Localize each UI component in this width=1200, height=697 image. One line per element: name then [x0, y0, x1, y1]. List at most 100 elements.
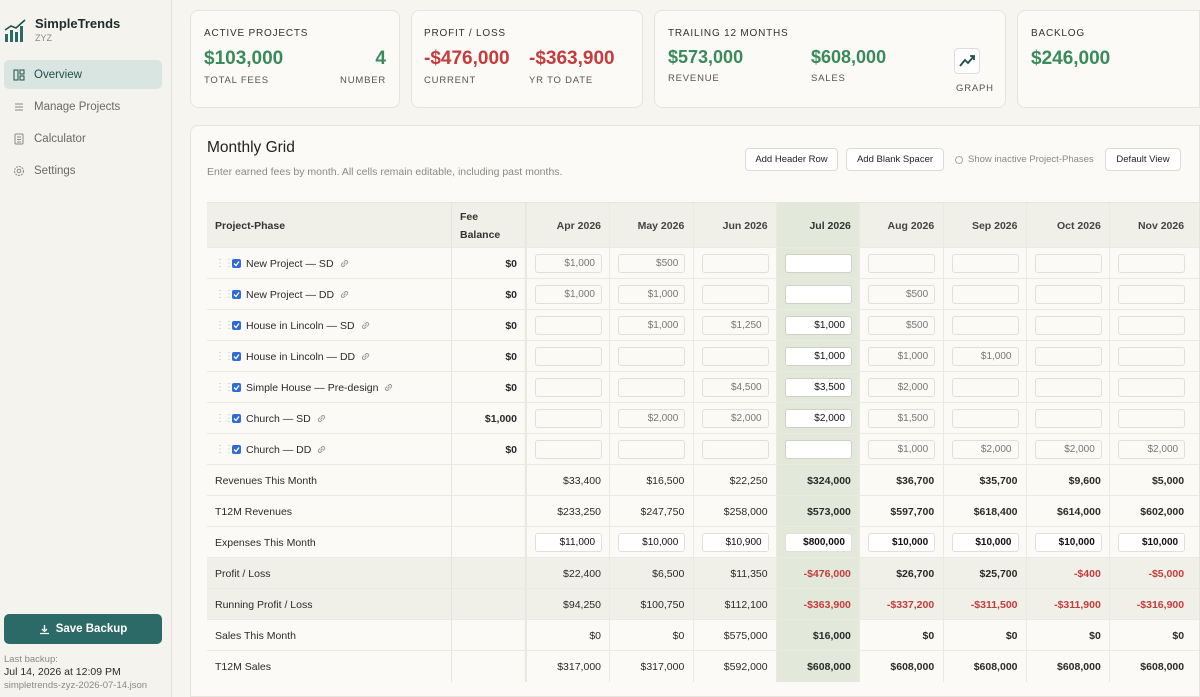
expense-input[interactable]: $10,900 — [701, 533, 769, 552]
fee-input[interactable]: $1,000 — [784, 316, 852, 335]
fee-input[interactable] — [951, 254, 1019, 273]
checkbox-checked-icon[interactable] — [232, 352, 241, 361]
add-blank-spacer-button[interactable]: Add Blank Spacer — [846, 148, 944, 171]
fee-input[interactable] — [1118, 254, 1186, 273]
fee-input[interactable] — [1118, 316, 1186, 335]
link-icon[interactable] — [339, 289, 350, 300]
expense-input[interactable]: $10,000 — [868, 533, 936, 552]
expense-input[interactable]: $10,000 — [1118, 533, 1186, 552]
graph-button[interactable] — [954, 48, 980, 74]
link-icon[interactable] — [360, 320, 371, 331]
column-header-month: Aug 2026 — [859, 203, 942, 248]
fee-input[interactable] — [1034, 285, 1102, 304]
fee-input[interactable]: $2,000 — [1034, 440, 1102, 459]
fee-input[interactable] — [951, 285, 1019, 304]
expense-input[interactable]: $800,000 — [784, 533, 852, 552]
nav-item-calculator[interactable]: Calculator — [4, 124, 162, 153]
fee-input[interactable]: $500 — [618, 254, 686, 273]
fee-input[interactable]: $2,000 — [784, 409, 852, 428]
link-icon[interactable] — [316, 444, 327, 455]
fee-input[interactable] — [868, 254, 936, 273]
drag-handle-icon[interactable]: ⋮⋮ — [215, 258, 234, 269]
fee-input[interactable] — [1118, 378, 1186, 397]
fee-input[interactable]: $1,500 — [868, 409, 936, 428]
fee-input[interactable]: $1,000 — [868, 347, 936, 366]
fee-input[interactable] — [535, 409, 602, 428]
fee-input[interactable] — [1034, 347, 1102, 366]
summary-value: $22,250 — [692, 465, 776, 496]
fee-input[interactable] — [951, 316, 1019, 335]
fee-input[interactable]: $4,500 — [701, 378, 769, 397]
fee-input[interactable]: $2,000 — [1118, 440, 1186, 459]
checkbox-checked-icon[interactable] — [232, 290, 241, 299]
expense-input[interactable]: $11,000 — [535, 533, 602, 552]
default-view-button[interactable]: Default View — [1105, 148, 1181, 171]
fee-input[interactable]: $1,000 — [868, 440, 936, 459]
checkbox-checked-icon[interactable] — [232, 383, 241, 392]
brand[interactable]: SimpleTrends ZYZ — [4, 16, 120, 44]
fee-input[interactable]: $1,000 — [618, 285, 686, 304]
fee-input[interactable] — [701, 440, 769, 459]
drag-handle-icon[interactable]: ⋮⋮ — [215, 320, 234, 331]
expense-input[interactable]: $10,000 — [618, 533, 686, 552]
link-icon[interactable] — [339, 258, 350, 269]
fee-input[interactable]: $2,000 — [951, 440, 1019, 459]
fee-input[interactable] — [1034, 409, 1102, 428]
fee-input[interactable] — [535, 440, 602, 459]
fee-input[interactable] — [1118, 347, 1186, 366]
fee-input[interactable] — [951, 378, 1019, 397]
fee-input[interactable]: $1,250 — [701, 316, 769, 335]
nav-item-overview[interactable]: Overview — [4, 60, 162, 89]
fee-input[interactable] — [951, 409, 1019, 428]
fee-input[interactable] — [618, 440, 686, 459]
expense-input[interactable]: $10,000 — [1034, 533, 1102, 552]
drag-handle-icon[interactable]: ⋮⋮ — [215, 289, 234, 300]
fee-input[interactable] — [618, 378, 686, 397]
fee-input[interactable] — [1034, 254, 1102, 273]
checkbox-checked-icon[interactable] — [232, 414, 241, 423]
fee-input[interactable] — [701, 285, 769, 304]
fee-input[interactable]: $1,000 — [951, 347, 1019, 366]
checkbox-checked-icon[interactable] — [232, 445, 241, 454]
fee-input[interactable]: $1,000 — [535, 285, 602, 304]
fee-input[interactable] — [535, 347, 602, 366]
summary-value: $0 — [609, 620, 692, 651]
fee-input[interactable]: $2,000 — [868, 378, 936, 397]
fee-input[interactable]: $3,500 — [784, 378, 852, 397]
nav-item-manage-projects[interactable]: Manage Projects — [4, 92, 162, 121]
fee-input[interactable] — [1034, 378, 1102, 397]
nav-item-settings[interactable]: Settings — [4, 156, 162, 185]
fee-input[interactable]: $2,000 — [701, 409, 769, 428]
fee-input[interactable]: $2,000 — [618, 409, 686, 428]
fee-input[interactable]: $500 — [868, 316, 936, 335]
fee-input[interactable] — [535, 316, 602, 335]
fee-input[interactable] — [1118, 409, 1186, 428]
fee-input[interactable] — [1118, 285, 1186, 304]
fee-input[interactable]: $500 — [868, 285, 936, 304]
save-backup-button[interactable]: Save Backup — [4, 614, 162, 644]
drag-handle-icon[interactable]: ⋮⋮ — [215, 351, 234, 362]
fee-input[interactable] — [784, 254, 852, 273]
checkbox-checked-icon[interactable] — [232, 321, 241, 330]
drag-handle-icon[interactable]: ⋮⋮ — [215, 382, 234, 393]
link-icon[interactable] — [360, 351, 371, 362]
drag-handle-icon[interactable]: ⋮⋮ — [215, 444, 234, 455]
expense-input[interactable]: $10,000 — [951, 533, 1019, 552]
fee-balance-value: $0 — [451, 434, 526, 465]
fee-input[interactable] — [535, 378, 602, 397]
fee-input[interactable] — [1034, 316, 1102, 335]
checkbox-checked-icon[interactable] — [232, 259, 241, 268]
show-inactive-toggle[interactable]: Show inactive Project-Phases — [955, 148, 1094, 171]
fee-input[interactable] — [618, 347, 686, 366]
fee-input[interactable] — [784, 440, 852, 459]
link-icon[interactable] — [316, 413, 327, 424]
add-header-row-button[interactable]: Add Header Row — [745, 148, 838, 171]
drag-handle-icon[interactable]: ⋮⋮ — [215, 413, 234, 424]
fee-input[interactable] — [701, 347, 769, 366]
link-icon[interactable] — [383, 382, 394, 393]
fee-input[interactable] — [701, 254, 769, 273]
fee-input[interactable]: $1,000 — [784, 347, 852, 366]
fee-input[interactable]: $1,000 — [618, 316, 686, 335]
fee-input[interactable] — [784, 285, 852, 304]
fee-input[interactable]: $1,000 — [535, 254, 602, 273]
